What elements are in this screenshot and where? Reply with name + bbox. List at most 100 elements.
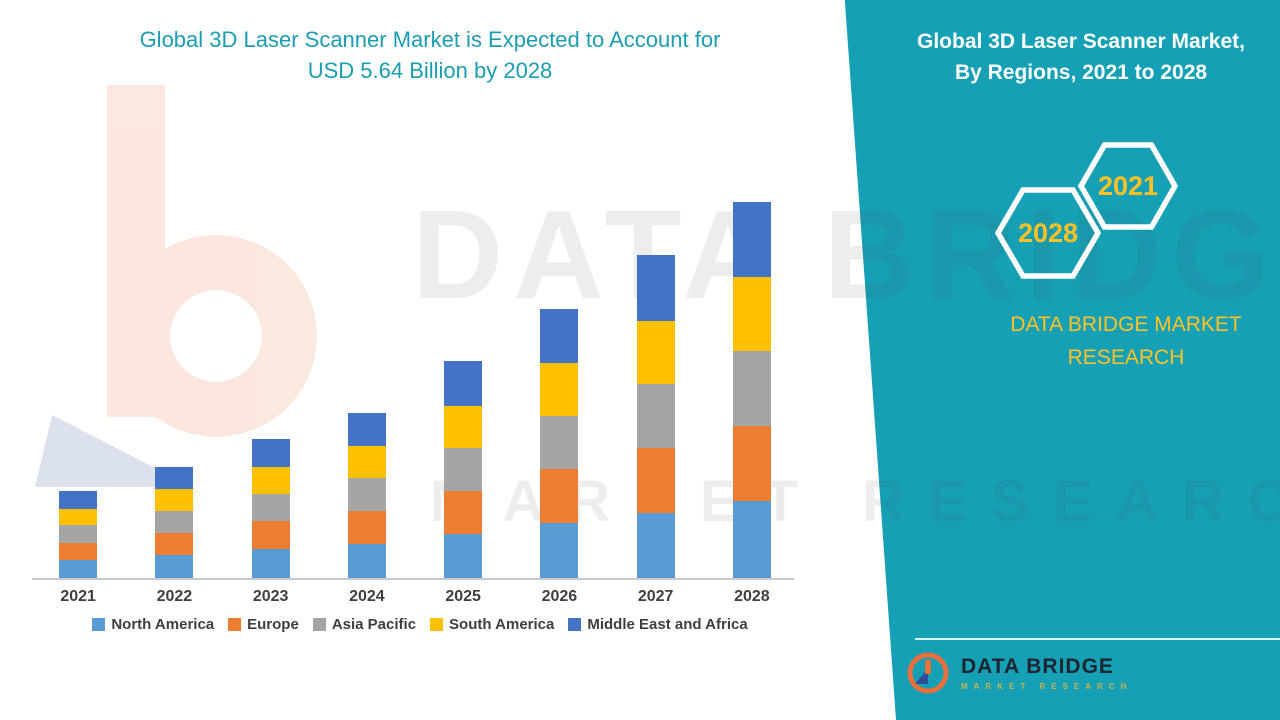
panel-brand-line2: RESEARCH: [1067, 346, 1185, 369]
hexagon-2028-label: 2028: [1018, 218, 1078, 248]
chart-legend: North America Europe Asia Pacific South Ame…: [15, 616, 825, 633]
panel-title-line2: By Regions, 2021 to 2028: [954, 61, 1208, 84]
x-axis-label: 2024: [349, 588, 385, 605]
bar-segment: [155, 532, 194, 556]
legend-label: South America: [449, 616, 555, 633]
chart-title-line1: Global 3D Laser Scanner Market is Expect…: [139, 27, 721, 52]
dbmr-logo-icon: [907, 652, 949, 694]
bar-segment: [347, 544, 386, 578]
bar-segment: [636, 384, 675, 449]
bar-segment: [251, 438, 290, 468]
bar-segment: [732, 501, 771, 578]
x-axis-label: 2022: [156, 588, 193, 605]
bar-segment: [540, 363, 579, 417]
legend-item: North America: [92, 616, 214, 633]
legend-swatch: [430, 618, 444, 631]
bar-segment: [540, 469, 579, 524]
bar-segment: [444, 406, 483, 449]
legend-item: Asia Pacific: [312, 616, 417, 633]
bar-segment: [347, 412, 386, 447]
x-axis-label: 2028: [734, 588, 770, 605]
bar-segment: [251, 549, 290, 578]
panel-brand-text: DATA BRIDGE MARKET RESEARCH: [950, 308, 1280, 374]
legend-label: Asia Pacific: [331, 616, 417, 633]
footer-logo: DATA BRIDGE MARKET RESEARCH: [905, 650, 1132, 696]
bar-segment: [636, 448, 675, 513]
hexagon-2021-label: 2021: [1098, 171, 1158, 201]
bar-segment: [59, 490, 98, 509]
hexagon-2021-outline: [1077, 142, 1179, 230]
legend-swatch: [92, 618, 106, 631]
footer-text: DATA BRIDGE MARKET RESEARCH: [961, 655, 1132, 691]
footer-tagline: MARKET RESEARCH: [961, 682, 1133, 691]
hexagon-2028-outline: [994, 187, 1102, 279]
legend-swatch: [568, 618, 582, 631]
bar-segment: [155, 489, 194, 511]
bar-segment: [732, 276, 771, 352]
hexagon-badges: 2028 2021: [994, 142, 1179, 279]
x-axis-label: 2025: [445, 588, 481, 605]
legend-item: South America: [430, 616, 554, 633]
bar-segment: [59, 542, 98, 560]
bar-segment: [732, 202, 771, 277]
legend-swatch: [312, 618, 326, 631]
bar-segment: [251, 467, 290, 495]
bar-segment: [155, 555, 194, 578]
bar-segment: [155, 510, 194, 533]
x-axis-labels: 2021 2022 2023 2024 2025 2026 2027 2028: [30, 588, 800, 606]
bar-column-2023: [223, 178, 319, 578]
legend-swatch: [228, 618, 242, 631]
bar-segment: [347, 446, 386, 479]
bar-segment: [59, 525, 98, 543]
bar-segment: [251, 494, 290, 522]
panel-brand-line1: DATA BRIDGE MARKET: [1010, 313, 1242, 336]
bar-segment: [155, 466, 194, 490]
bar-segment: [732, 351, 771, 427]
bar-segment: [444, 490, 483, 534]
x-axis-line: [32, 578, 794, 580]
bar-segment: [59, 508, 98, 526]
bar-segment: [444, 361, 483, 407]
bar-column-2022: [126, 178, 222, 578]
bar-column-2027: [608, 178, 704, 578]
bar-segment: [540, 416, 579, 470]
x-axis-label: 2026: [541, 588, 578, 605]
bar-column-2025: [415, 178, 511, 578]
bar-segment: [636, 512, 675, 578]
x-axis-label: 2021: [60, 588, 96, 605]
legend-item: Middle East and Africa: [568, 616, 748, 633]
bar-segment: [347, 510, 386, 544]
bar-column-2028: [704, 178, 800, 578]
bar-segment: [59, 560, 98, 578]
panel-divider: [915, 638, 1280, 640]
chart-title-line2: USD 5.64 Billion by 2028: [307, 58, 553, 83]
legend-item: Europe: [228, 616, 299, 633]
bar-segment: [347, 478, 386, 511]
bar-segment: [444, 448, 483, 491]
bar-segment: [540, 309, 579, 364]
legend-label: North America: [111, 616, 215, 633]
footer-brand: DATA BRIDGE: [961, 655, 1114, 678]
legend-label: Middle East and Africa: [587, 616, 748, 633]
bar-segment: [636, 320, 675, 385]
bars-area: [30, 178, 800, 578]
panel-title-line1: Global 3D Laser Scanner Market,: [917, 30, 1245, 53]
bar-segment: [540, 523, 579, 578]
bar-column-2026: [511, 178, 607, 578]
bar-segment: [251, 521, 290, 550]
chart-title: Global 3D Laser Scanner Market is Expect…: [50, 24, 810, 86]
panel-title: Global 3D Laser Scanner Market, By Regio…: [890, 26, 1272, 88]
legend-label: Europe: [247, 616, 299, 633]
stacked-bar-chart: [30, 178, 800, 578]
bar-column-2021: [30, 178, 126, 578]
bar-column-2024: [319, 178, 415, 578]
b-watermark-icon: [35, 85, 355, 495]
watermark-text-row1: DATA BRIDGE: [412, 184, 1280, 325]
bar-segment: [444, 534, 483, 578]
bar-segment: [636, 254, 675, 321]
x-axis-label: 2027: [637, 588, 674, 605]
x-axis-label: 2023: [252, 588, 289, 605]
bar-segment: [732, 426, 771, 502]
